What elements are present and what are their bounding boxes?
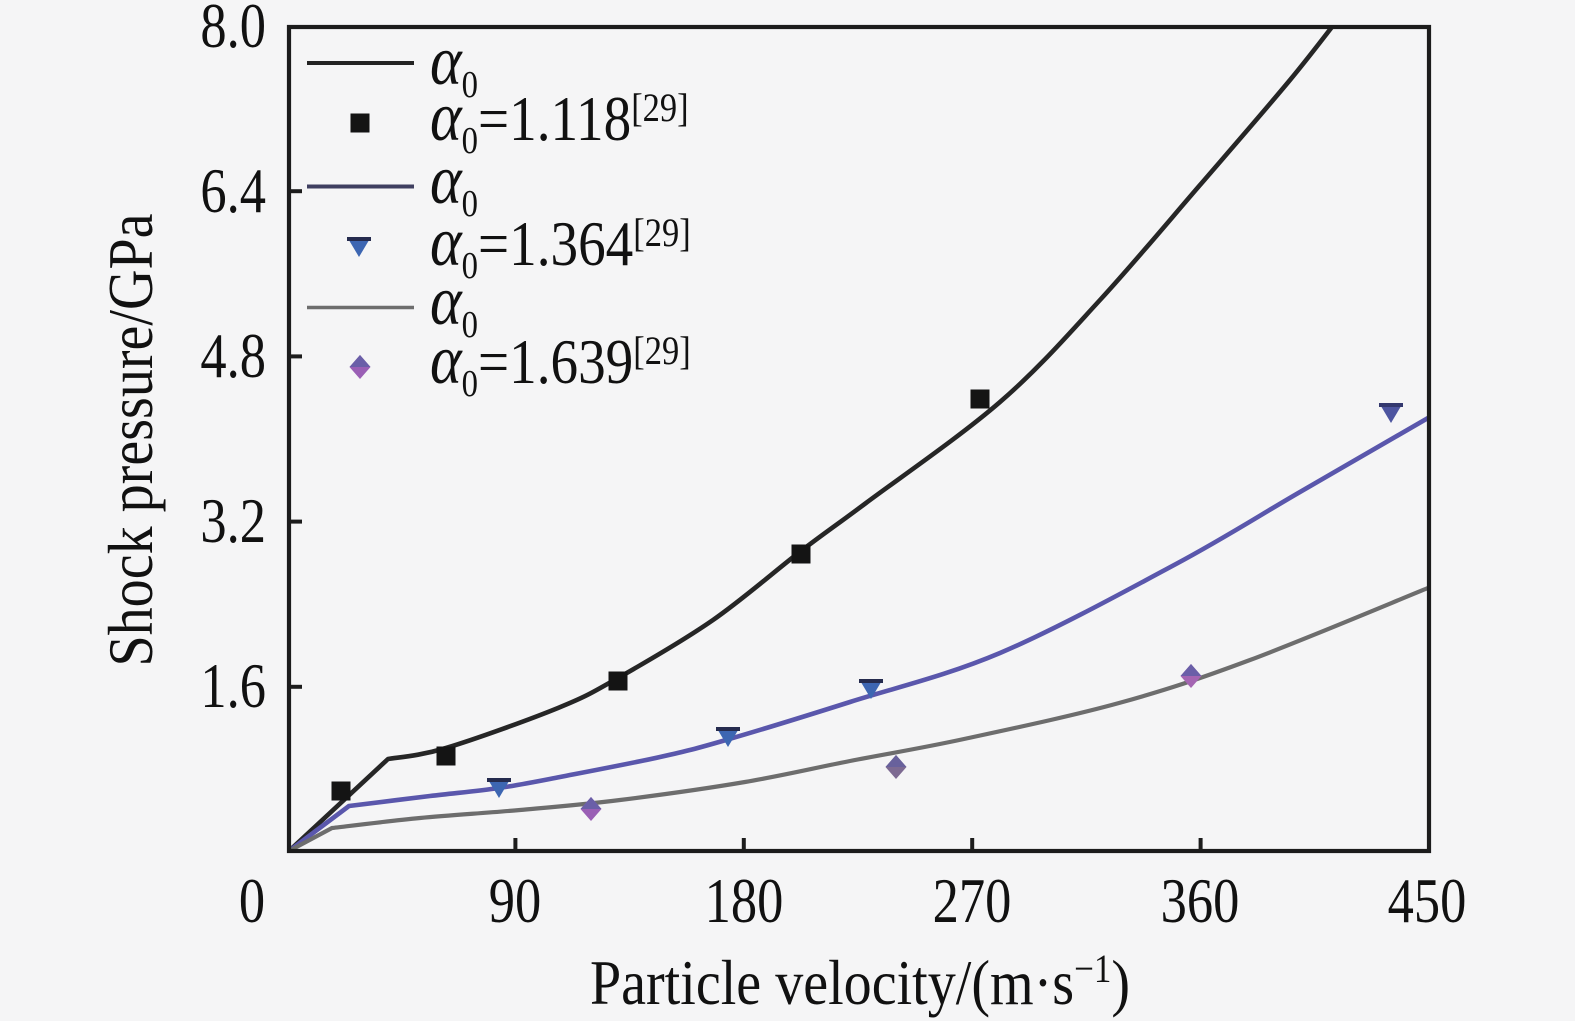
svg-text:90: 90 — [489, 865, 541, 936]
svg-text:0: 0 — [239, 865, 265, 936]
svg-text:450: 450 — [1388, 865, 1467, 936]
svg-text:180: 180 — [705, 865, 784, 936]
svg-text:Particle velocity/(m·s−1): Particle velocity/(m·s−1) — [590, 947, 1130, 1019]
svg-text:8.0: 8.0 — [200, 0, 266, 61]
svg-text:360: 360 — [1161, 865, 1240, 936]
svg-text:Shock pressure/GPa: Shock pressure/GPa — [96, 213, 167, 666]
svg-text:α0=1.639[29]: α0=1.639[29] — [430, 322, 691, 405]
svg-text:1.6: 1.6 — [200, 650, 266, 721]
svg-text:α0: α0 — [430, 23, 478, 106]
svg-text:3.2: 3.2 — [200, 485, 266, 556]
svg-text:α0: α0 — [430, 263, 478, 346]
svg-text:270: 270 — [933, 865, 1012, 936]
svg-text:4.8: 4.8 — [200, 320, 266, 391]
svg-text:α0: α0 — [430, 142, 478, 225]
svg-text:α0=1.364[29]: α0=1.364[29] — [430, 204, 691, 287]
svg-text:α0=1.118[29]: α0=1.118[29] — [430, 79, 689, 162]
svg-text:6.4: 6.4 — [200, 155, 266, 226]
